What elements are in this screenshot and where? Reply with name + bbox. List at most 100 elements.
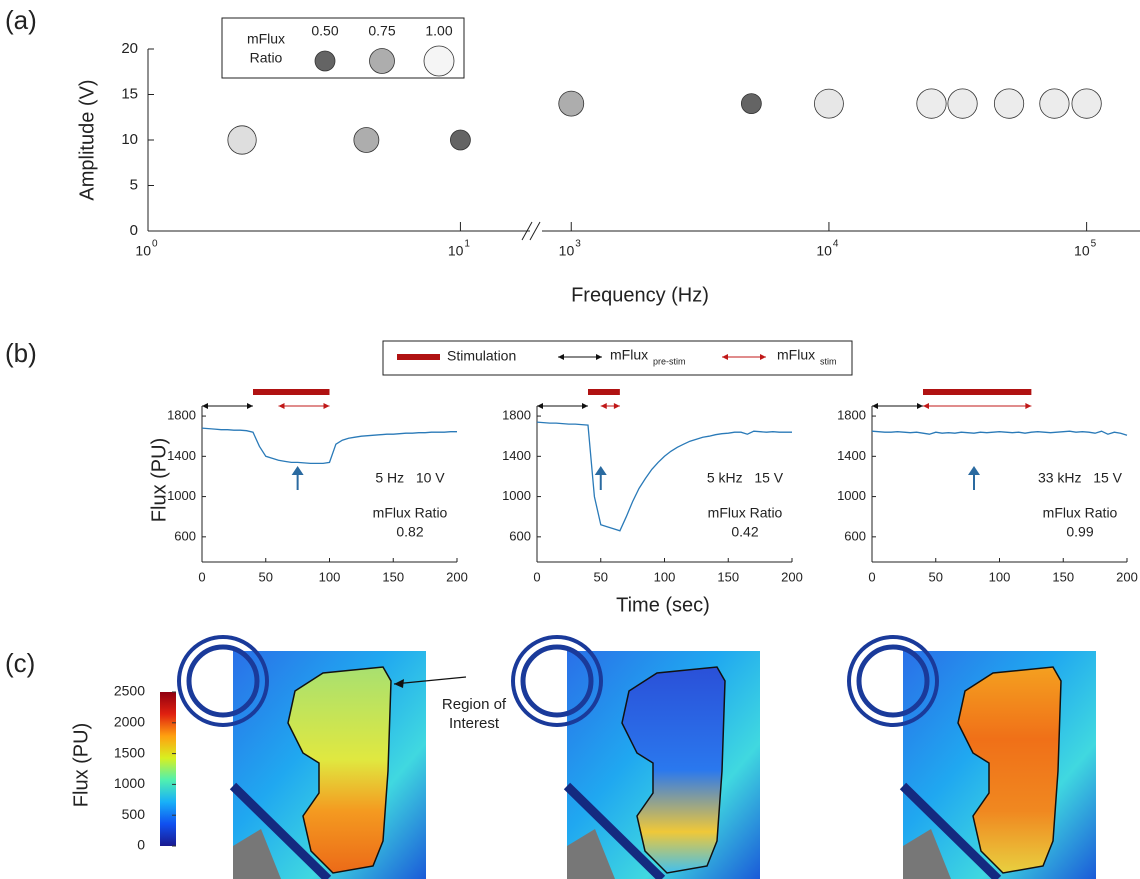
legend-label: mFlux (777, 347, 815, 363)
x-tick-label: 0 (198, 569, 205, 584)
y-tick-label: 0 (130, 222, 138, 239)
annotation: Interest (449, 715, 500, 732)
stim-arrow-head (324, 403, 330, 409)
point (1072, 89, 1101, 118)
annotation: 5 Hz 10 V (375, 470, 445, 486)
pre-stim-arrow-head (872, 403, 878, 409)
x-tick-label: 10 (559, 243, 575, 259)
point (994, 89, 1023, 118)
y-tick-label: 1400 (167, 448, 196, 463)
x-tick-label: 10 (816, 243, 832, 259)
marker-arrowhead (968, 466, 980, 475)
x-tick-label: 150 (717, 569, 739, 584)
point (450, 130, 470, 150)
colorbar-tick-label: 1500 (114, 744, 145, 760)
y-tick-label: 5 (130, 176, 138, 193)
y-tick-label: 600 (174, 528, 196, 543)
x-tick-label: 100 (989, 569, 1011, 584)
legend-label: 0.50 (311, 23, 338, 39)
x-tick-exp: 3 (575, 239, 581, 250)
y-tick-label: 1800 (837, 408, 866, 423)
x-tick-label: 0 (533, 569, 540, 584)
x-tick-exp: 1 (464, 239, 470, 250)
x-tick-label: 50 (594, 569, 608, 584)
annotation: 5 kHz 15 V (707, 470, 784, 486)
y-tick-label: 10 (121, 131, 138, 148)
stim-arrow-head (279, 403, 285, 409)
stim-arrow-head (614, 403, 620, 409)
page: {"panel_labels": ["(a)", "(b)", "(c)"], … (0, 0, 1140, 879)
colorbar-tick-label: 2500 (114, 683, 145, 699)
colorbar-tick-label: 1000 (114, 775, 145, 791)
colorbar (160, 692, 176, 846)
pre-stim-arrow-head (247, 403, 253, 409)
annotation: mFlux Ratio (373, 505, 448, 521)
annotation: 33 kHz 15 V (1038, 470, 1123, 486)
legend-title: mFlux (247, 31, 285, 47)
colorbar-tick-label: 2000 (114, 714, 145, 730)
line (202, 428, 457, 463)
legend-label: 1.00 (425, 23, 452, 39)
marker-arrowhead (292, 466, 304, 475)
annotation: mFlux Ratio (1043, 505, 1118, 521)
point (814, 89, 843, 118)
x-axis-label: Frequency (Hz) (571, 284, 709, 306)
pre-stim-arrow-head (582, 403, 588, 409)
y-tick-label: 1800 (167, 408, 196, 423)
x-tick-exp: 4 (833, 239, 839, 250)
image-3 (849, 637, 1096, 879)
stim-arrow-head (923, 403, 929, 409)
y-tick-label: 600 (509, 528, 531, 543)
x-axis-label: Time (sec) (616, 594, 710, 616)
y-tick-label: 20 (121, 40, 138, 57)
pre-stim-arrow-head (537, 403, 543, 409)
x-tick-label: 200 (781, 569, 803, 584)
x-tick-exp: 5 (1091, 239, 1097, 250)
x-tick-label: 100 (319, 569, 341, 584)
stim-arrow-head (601, 403, 607, 409)
x-tick-label: 10 (1074, 243, 1090, 259)
legend-label: mFlux (610, 347, 648, 363)
legend-label: 0.75 (368, 23, 395, 39)
y-tick-label: 15 (121, 85, 138, 102)
point (917, 89, 946, 118)
point (948, 89, 977, 118)
panel-label: (b) (5, 338, 37, 368)
legend-marker (315, 51, 335, 71)
point (1040, 89, 1069, 118)
x-tick-label: 0 (868, 569, 875, 584)
x-tick-label: 10 (448, 243, 464, 259)
x-tick-label: 50 (929, 569, 943, 584)
x-tick-label: 200 (1116, 569, 1138, 584)
pre-stim-arrow-head (917, 403, 923, 409)
legend-sub: pre-stim (653, 356, 686, 366)
line (872, 431, 1127, 435)
x-tick-label: 10 (135, 243, 151, 259)
panel-label: (a) (5, 5, 37, 35)
point (559, 91, 584, 116)
y-axis-label: Amplitude (V) (76, 79, 98, 200)
legend-marker (424, 46, 454, 76)
legend-label: Stimulation (447, 348, 516, 364)
axis-break (530, 222, 540, 240)
stim-arrow-head (1025, 403, 1031, 409)
point (228, 126, 256, 154)
y-tick-label: 600 (844, 528, 866, 543)
legend-title: Ratio (250, 50, 283, 66)
pre-stim-arrow-head (202, 403, 208, 409)
y-tick-label: 1000 (502, 488, 531, 503)
y-tick-label: 1000 (167, 488, 196, 503)
x-tick-label: 200 (446, 569, 468, 584)
y-tick-label: 1800 (502, 408, 531, 423)
annotation: 0.99 (1066, 524, 1093, 540)
panel-label: (c) (5, 648, 35, 678)
x-tick-label: 50 (259, 569, 273, 584)
colorbar-label: Flux (PU) (70, 723, 92, 807)
x-tick-label: 100 (654, 569, 676, 584)
image-2 (513, 637, 760, 879)
annotation: 0.42 (731, 524, 758, 540)
point (741, 94, 761, 114)
annotation: 0.82 (396, 524, 423, 540)
y-tick-label: 1400 (837, 448, 866, 463)
legend-sub: stim (820, 356, 837, 366)
